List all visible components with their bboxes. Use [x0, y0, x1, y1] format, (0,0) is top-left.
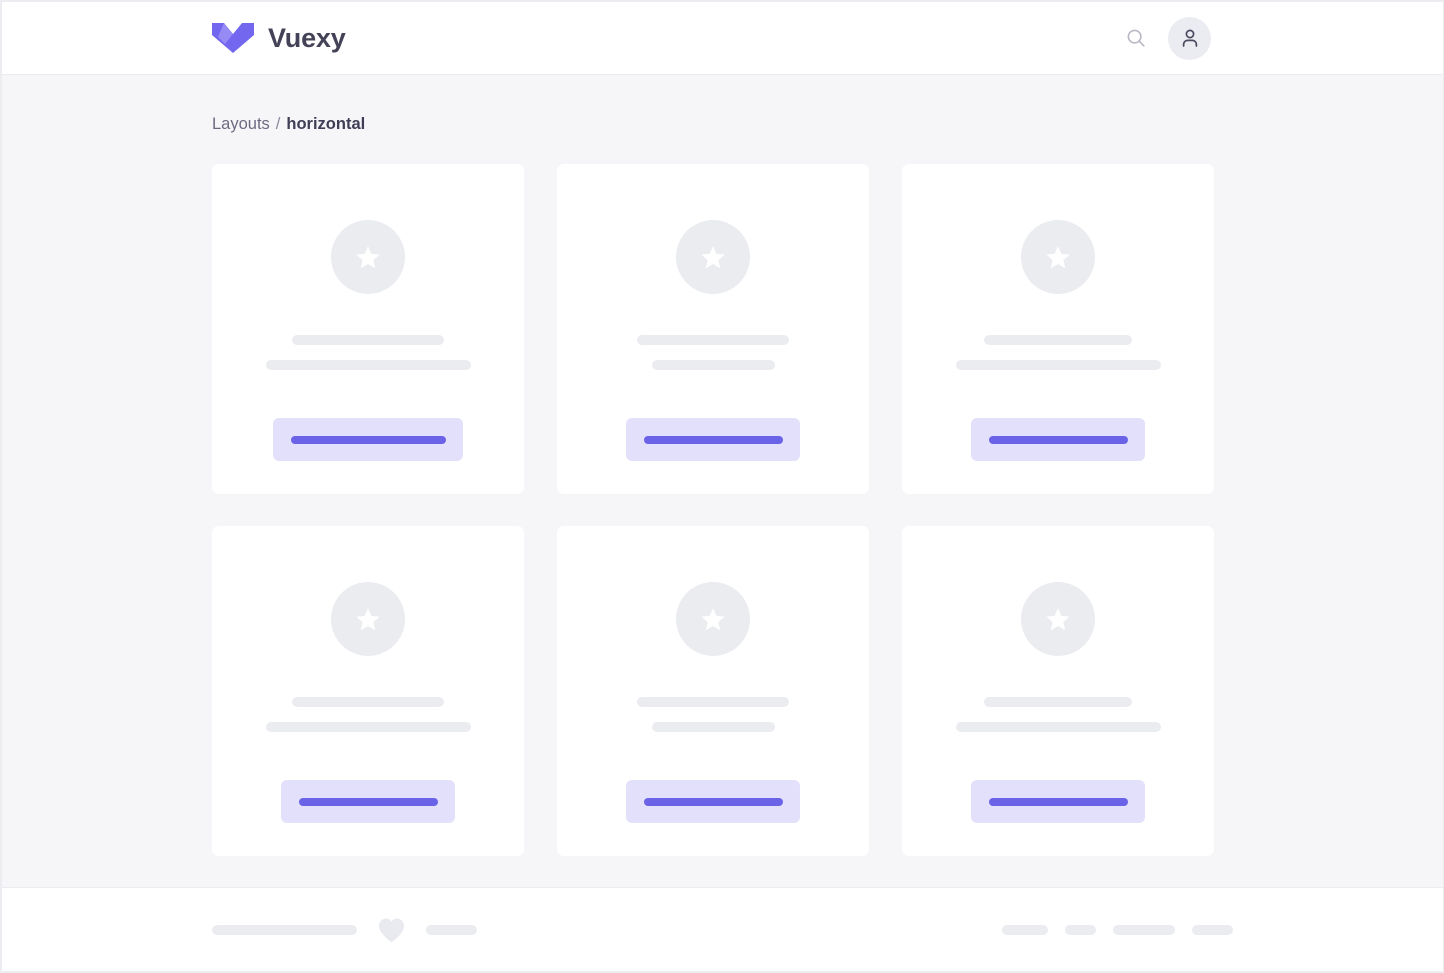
breadcrumb-root[interactable]: Layouts [212, 115, 270, 133]
card-action-button-label-placeholder [988, 435, 1128, 444]
skeleton-card [557, 526, 869, 856]
footer-skeleton-bar [1065, 924, 1096, 935]
footer-skeleton-bar [1002, 924, 1048, 935]
brand-name: Vuexy [268, 22, 346, 53]
star-icon [1021, 582, 1095, 656]
brand[interactable]: Vuexy [212, 23, 346, 54]
star-icon [676, 220, 750, 294]
card-grid [212, 164, 1233, 856]
star-icon [676, 582, 750, 656]
skeleton-text-lines [557, 335, 869, 370]
skeleton-text-line [651, 722, 775, 732]
card-action-button[interactable] [971, 418, 1145, 461]
skeleton-text-lines [557, 697, 869, 732]
skeleton-text-line [984, 697, 1132, 707]
card-action-button-label-placeholder [643, 435, 783, 444]
content-area: Layouts / horizontal [2, 75, 1443, 887]
breadcrumb: Layouts / horizontal [212, 75, 1233, 134]
skeleton-text-line [955, 722, 1161, 732]
skeleton-text-line [292, 335, 444, 345]
card-action-button-label-placeholder [643, 797, 783, 806]
star-icon [1021, 220, 1095, 294]
star-icon [331, 220, 405, 294]
breadcrumb-separator: / [275, 115, 281, 133]
card-action-button[interactable] [281, 780, 455, 823]
heart-icon[interactable] [377, 917, 406, 943]
skeleton-text-lines [212, 335, 524, 370]
avatar[interactable] [1168, 16, 1211, 60]
search-icon[interactable] [1123, 25, 1149, 51]
star-icon [331, 582, 405, 656]
skeleton-card [557, 164, 869, 494]
breadcrumb-current: horizontal [286, 115, 366, 133]
footer-skeleton-bar [1192, 924, 1233, 935]
skeleton-text-line [984, 335, 1132, 345]
footer-skeleton-bar [212, 924, 357, 935]
skeleton-text-lines [212, 697, 524, 732]
app-header: Vuexy [2, 2, 1443, 75]
card-action-button-label-placeholder [298, 797, 438, 806]
skeleton-text-line [651, 360, 775, 370]
skeleton-text-line [637, 697, 789, 707]
skeleton-text-lines [902, 697, 1214, 732]
footer-left-group [212, 917, 477, 943]
card-action-button-label-placeholder [988, 797, 1128, 806]
skeleton-text-line [265, 722, 471, 732]
vuexy-chevron-logo-icon [212, 23, 254, 53]
skeleton-card [902, 526, 1214, 856]
card-action-button[interactable] [273, 418, 463, 461]
footer-skeleton-bar [426, 924, 477, 935]
app-footer [2, 887, 1443, 971]
card-action-button-label-placeholder [290, 435, 446, 444]
card-action-button[interactable] [626, 780, 800, 823]
footer-right-group [1002, 924, 1233, 935]
skeleton-text-line [955, 360, 1161, 370]
skeleton-text-lines [902, 335, 1214, 370]
skeleton-text-line [637, 335, 789, 345]
header-actions [1123, 16, 1211, 60]
skeleton-text-line [292, 697, 444, 707]
card-action-button[interactable] [626, 418, 800, 461]
card-action-button[interactable] [971, 780, 1145, 823]
footer-skeleton-bar [1113, 924, 1175, 935]
skeleton-card [212, 164, 524, 494]
skeleton-text-line [265, 360, 471, 370]
skeleton-card [212, 526, 524, 856]
skeleton-card [902, 164, 1214, 494]
